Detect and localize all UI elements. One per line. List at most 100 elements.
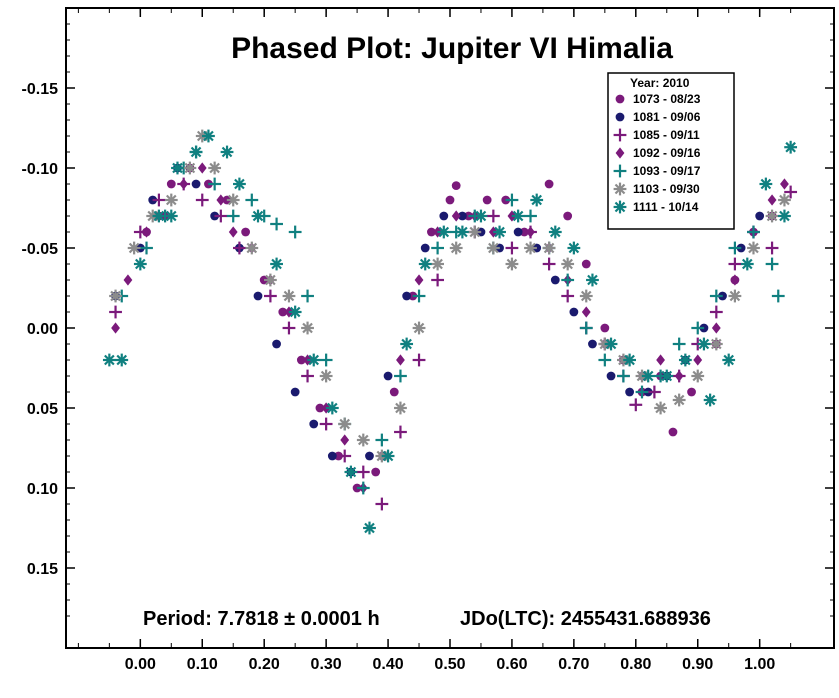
epoch-label: JDo(LTC): 2455431.688936 (460, 608, 711, 630)
data-point-series-6 (381, 449, 395, 463)
data-point-series-0 (278, 307, 288, 317)
data-point-series-0 (427, 227, 436, 237)
data-point-series-1 (420, 243, 430, 253)
data-point-series-5 (747, 241, 760, 255)
y-tick-label: 0.05 (27, 401, 58, 418)
data-point-series-5 (208, 161, 222, 175)
data-point-series-6 (400, 337, 414, 351)
data-point-series-2 (412, 353, 426, 367)
y-tick-label: -0.10 (22, 161, 59, 178)
x-tick-label: 0.50 (434, 656, 465, 673)
data-point-series-3 (711, 322, 721, 334)
data-point-series-5 (449, 241, 463, 255)
data-point-series-4 (728, 241, 742, 255)
data-point-series-5 (245, 241, 259, 255)
data-point-series-2 (109, 305, 122, 319)
data-point-series-5 (127, 241, 141, 255)
data-point-series-6 (778, 209, 791, 223)
legend-entry-label: 1093 - 09/17 (633, 164, 701, 178)
data-point-series-3 (111, 322, 120, 334)
x-tick-label: 0.30 (311, 656, 342, 673)
data-point-series-4 (208, 177, 222, 191)
data-point-series-6 (363, 521, 376, 535)
data-point-series-2 (152, 193, 166, 207)
legend-marker (613, 182, 627, 196)
data-point-series-6 (493, 225, 506, 239)
data-point-series-4 (635, 385, 649, 399)
data-point-series-6 (233, 177, 246, 191)
data-point-series-3 (179, 178, 189, 190)
data-point-series-6 (641, 369, 655, 383)
data-point-series-2 (195, 193, 209, 207)
data-point-series-2 (784, 185, 798, 199)
data-point-series-6 (722, 353, 736, 367)
data-point-series-6 (307, 353, 321, 367)
data-point-series-6 (171, 161, 184, 175)
data-point-series-4 (245, 193, 259, 207)
legend-entry-label: 1073 - 08/23 (633, 92, 701, 106)
data-point-series-3 (780, 178, 789, 190)
data-point-series-5 (226, 193, 240, 207)
data-point-series-6 (660, 369, 674, 383)
y-tick-label: 0.00 (27, 321, 58, 338)
data-point-series-5 (579, 289, 593, 303)
data-point-series-0 (371, 467, 381, 477)
data-point-series-3 (526, 226, 535, 238)
data-point-series-1 (588, 339, 597, 349)
data-point-series-2 (233, 241, 246, 255)
data-point-series-2 (301, 369, 314, 383)
data-point-series-3 (123, 274, 133, 286)
data-point-series-6 (437, 225, 451, 239)
data-point-series-4 (505, 193, 519, 207)
legend-marker (615, 112, 625, 122)
data-point-series-6 (586, 273, 599, 287)
data-point-series-1 (309, 419, 319, 429)
data-point-series-5 (394, 401, 407, 415)
data-point-series-1 (327, 451, 337, 461)
data-point-series-6 (270, 257, 283, 271)
data-point-series-6 (164, 209, 178, 223)
data-point-series-0 (166, 179, 176, 189)
data-point-series-5 (412, 321, 426, 335)
legend: Year: 2010 1073 - 08/23 1081 - 09/06 1085 … (607, 72, 735, 230)
legend-marker (615, 94, 625, 104)
data-point-series-3 (767, 194, 777, 206)
data-point-series-6 (474, 209, 488, 223)
data-point-series-5 (561, 257, 575, 271)
data-point-series-2 (356, 465, 370, 479)
x-tick-label: 0.60 (496, 656, 527, 673)
data-point-series-2 (431, 273, 445, 287)
data-point-series-5 (672, 393, 686, 407)
data-point-series-5 (319, 369, 333, 383)
data-point-series-5 (356, 433, 370, 447)
legend-entries: 1073 - 08/23 1081 - 09/06 1085 - 09/11 1092… (613, 92, 701, 214)
y-tick-label: -0.05 (22, 241, 59, 258)
y-tick-label: 0.15 (27, 561, 58, 578)
data-point-series-6 (115, 353, 129, 367)
legend-marker (615, 147, 625, 159)
legend-entry-label: 1085 - 09/11 (633, 128, 700, 142)
data-point-series-4 (356, 481, 370, 495)
data-point-series-1 (272, 339, 281, 349)
data-point-series-2 (709, 305, 723, 319)
x-tick-label: 0.70 (558, 656, 589, 673)
data-point-series-4 (412, 289, 426, 303)
data-point-series-4 (709, 289, 723, 303)
period-label: Period: 7.7818 ± 0.0001 h (143, 608, 380, 630)
data-point-series-1 (383, 371, 393, 381)
data-point-series-0 (600, 323, 610, 333)
x-tick-label: 0.90 (682, 656, 713, 673)
data-point-series-0 (687, 387, 696, 397)
x-tick-label: 0.20 (249, 656, 280, 673)
x-axis-ticks: 0.00 0.10 0.20 0.30 0.40 0.50 0.60 0.70 0.80 0.90… (77, 8, 792, 673)
x-tick-label: 0.00 (125, 656, 156, 673)
data-point-series-4 (394, 369, 407, 383)
y-tick-label: -0.15 (22, 81, 59, 98)
data-point-series-6 (623, 353, 637, 367)
x-tick-label: 0.10 (187, 656, 218, 673)
data-point-series-1 (606, 371, 616, 381)
data-point-series-0 (315, 403, 325, 413)
data-point-series-6 (678, 353, 692, 367)
data-point-series-1 (457, 211, 467, 221)
